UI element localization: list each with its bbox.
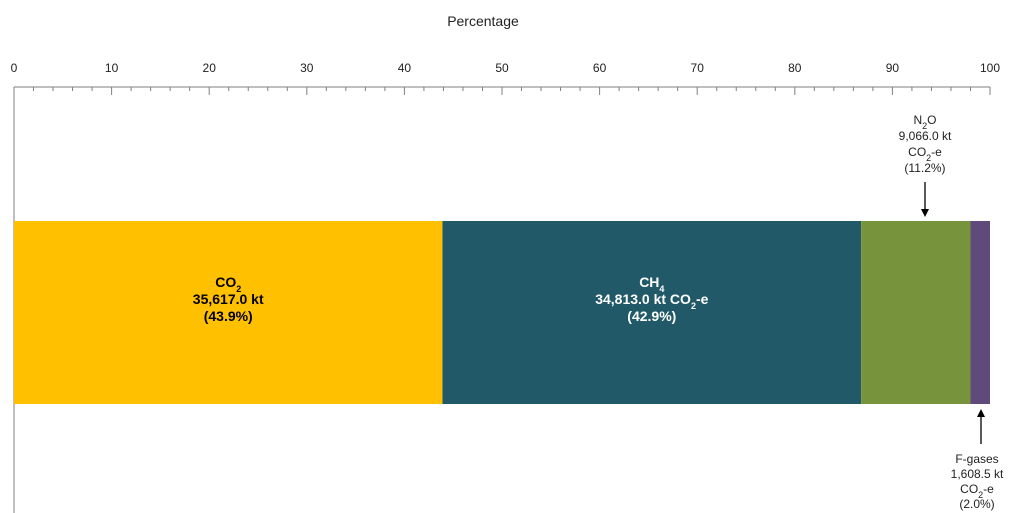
x-tick-label: 10: [105, 61, 119, 75]
x-tick-label: 0: [11, 61, 18, 75]
fgases-value-label: 1,608.5 kt: [951, 467, 1004, 481]
fgases-percent-label: (2.0%): [959, 497, 994, 511]
x-tick-label: 60: [593, 61, 607, 75]
x-axis-title: Percentage: [447, 13, 519, 29]
segment-value-label: 35,617.0 kt: [193, 291, 264, 307]
segment-percent-label: (42.9%): [627, 308, 676, 324]
fgases-arrow-head: [977, 409, 985, 417]
x-axis: 0 10 20 30 40 50 60 70 80 90 100: [11, 61, 1000, 513]
segment-gas-label: CO2: [215, 274, 241, 294]
n2o-gas-label: N2O: [913, 113, 936, 131]
bar-segment-co2: [14, 221, 443, 404]
x-tick-label: 40: [398, 61, 412, 75]
fgases-gas-label: F-gases: [955, 452, 998, 466]
n2o-unit-label: CO2-e: [908, 145, 942, 163]
bar-segment-ch4: [442, 221, 862, 404]
segment-value-label: 34,813.0 kt CO2-e: [595, 291, 708, 311]
n2o-percent-label: (11.2%): [904, 161, 945, 175]
n2o-arrow-head: [921, 209, 929, 217]
bar-segment-n2o: [861, 221, 971, 404]
x-tick-label: 100: [980, 61, 1000, 75]
fgases-unit-label: CO2-e: [960, 482, 994, 500]
stacked-bar: [14, 221, 990, 404]
segment-percent-label: (43.9%): [204, 308, 253, 324]
x-tick-label: 20: [203, 61, 217, 75]
x-tick-label: 80: [788, 61, 802, 75]
segment-gas-label: CH4: [639, 274, 664, 294]
x-tick-label: 70: [691, 61, 705, 75]
x-tick-label: 30: [300, 61, 314, 75]
x-tick-label: 90: [886, 61, 900, 75]
n2o-value-label: 9,066.0 kt: [899, 129, 952, 143]
x-tick-label: 50: [495, 61, 509, 75]
bar-segment-f-gases: [970, 221, 990, 404]
